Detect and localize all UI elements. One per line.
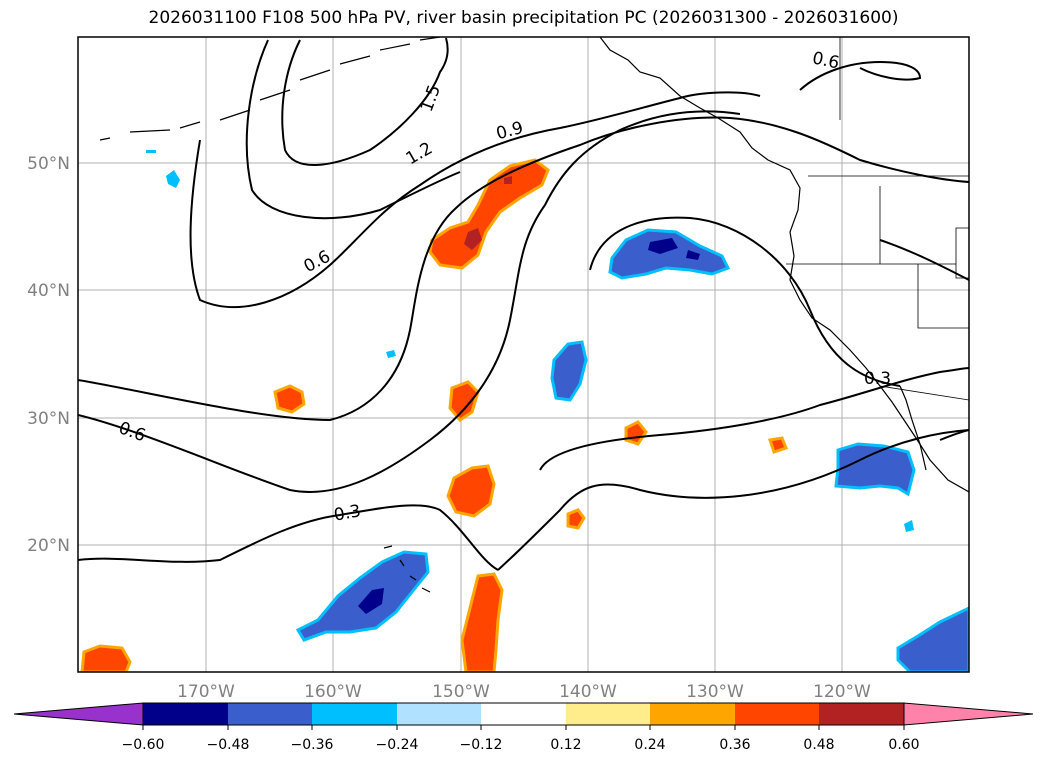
colorbar-tick: −0.36 <box>291 737 334 753</box>
precip-positive-area <box>448 380 480 422</box>
precip-negative-area <box>386 350 396 358</box>
baja-coast <box>899 385 927 471</box>
lat-label: 50°N <box>27 154 70 174</box>
colorbar-tick: 0.36 <box>719 737 750 753</box>
lon-label: 140°W <box>559 682 617 702</box>
aleutian-islands <box>99 37 441 141</box>
colorbar-segment <box>735 703 819 725</box>
pv-contour-cali <box>879 239 969 281</box>
precipitation-areas <box>80 150 969 672</box>
colorbar-tick: −0.60 <box>122 737 165 753</box>
latitude-labels: 50°N 40°N 30°N 20°N <box>27 154 70 556</box>
us-mexico-border <box>879 385 969 401</box>
precip-negative-area <box>550 340 588 402</box>
lat-label: 40°N <box>27 281 70 301</box>
colorbar: −0.60 −0.48 −0.36 −0.24 −0.12 0.12 0.24 … <box>13 702 1034 753</box>
precip-positive-core <box>504 176 512 184</box>
pv-contour-0.3-b <box>539 367 969 471</box>
pv-contour-1.5 <box>281 37 449 167</box>
precip-positive-area <box>428 158 550 270</box>
map-title: 2026031100 F108 500 hPa PV, river basin … <box>148 8 899 28</box>
pv-contour-1.2 <box>245 39 461 220</box>
colorbar-segment <box>228 703 312 725</box>
colorbar-segment <box>312 703 397 725</box>
map-area: 1.5 1.2 0.9 0.6 0.6 0.6 0.3 0.3 <box>78 37 969 672</box>
precip-positive-core <box>464 228 482 250</box>
colorbar-tick: 0.12 <box>550 737 581 753</box>
colorbar-segment <box>650 703 735 725</box>
precip-negative-area <box>904 520 914 532</box>
lon-label: 130°W <box>686 682 744 702</box>
state-border <box>917 264 969 329</box>
precip-negative-area <box>166 170 180 188</box>
colorbar-segment <box>566 703 650 725</box>
pv-contour-ridge <box>497 429 969 571</box>
lat-label: 30°N <box>27 409 70 429</box>
pv-contour-loop <box>589 216 901 387</box>
precip-negative-core <box>358 588 384 614</box>
colorbar-tick: 0.24 <box>634 737 665 753</box>
contour-label: 0.3 <box>864 369 891 389</box>
pv-contour-0.6-north <box>78 116 969 422</box>
colorbar-tick: −0.24 <box>376 737 419 753</box>
colorbar-extend-high <box>903 702 1034 726</box>
precip-negative-core <box>648 238 678 254</box>
borders <box>786 37 969 401</box>
alaska-coast <box>599 37 969 493</box>
lat-label: 20°N <box>27 536 70 556</box>
coastlines <box>99 37 969 593</box>
colorbar-extend-low <box>13 702 144 726</box>
colorbar-tick: 0.60 <box>888 737 919 753</box>
pv-contour-0.6-a <box>78 110 741 493</box>
precip-positive-area <box>446 464 496 518</box>
colorbar-tick: −0.48 <box>207 737 250 753</box>
colorbar-tick: 0.48 <box>803 737 834 753</box>
precip-negative-core <box>686 250 700 260</box>
colorbar-segment <box>481 703 566 725</box>
contour-label: 0.3 <box>332 501 362 525</box>
colorbar-segment <box>143 703 228 725</box>
precip-positive-area <box>80 644 132 672</box>
lon-label: 160°W <box>304 682 362 702</box>
lon-label: 150°W <box>432 682 490 702</box>
hawaii <box>383 545 431 593</box>
pv-contours <box>78 37 969 571</box>
lon-label: 120°W <box>813 682 871 702</box>
precip-positive-area <box>768 436 788 454</box>
precip-positive-area <box>460 572 504 672</box>
precip-negative-area <box>834 442 916 497</box>
colorbar-tick: −0.12 <box>460 737 503 753</box>
map-frame <box>77 36 970 673</box>
precip-negative-area <box>608 228 731 280</box>
pv-contour-east <box>799 60 922 91</box>
pv-contour-mex <box>939 429 969 441</box>
state-border <box>955 227 969 279</box>
colorbar-segment <box>397 703 481 725</box>
precip-negative-area <box>146 150 156 153</box>
pv-contour-0.9 <box>189 91 761 308</box>
pv-contour-0.3 <box>78 504 499 571</box>
precip-negative-area <box>295 550 430 642</box>
longitude-labels: 170°W 160°W 150°W 140°W 130°W 120°W <box>177 682 871 702</box>
colorbar-segment <box>819 703 904 725</box>
lon-label: 170°W <box>177 682 235 702</box>
precip-positive-area <box>566 508 586 530</box>
precip-negative-area <box>896 606 969 672</box>
precip-positive-area <box>273 384 306 414</box>
